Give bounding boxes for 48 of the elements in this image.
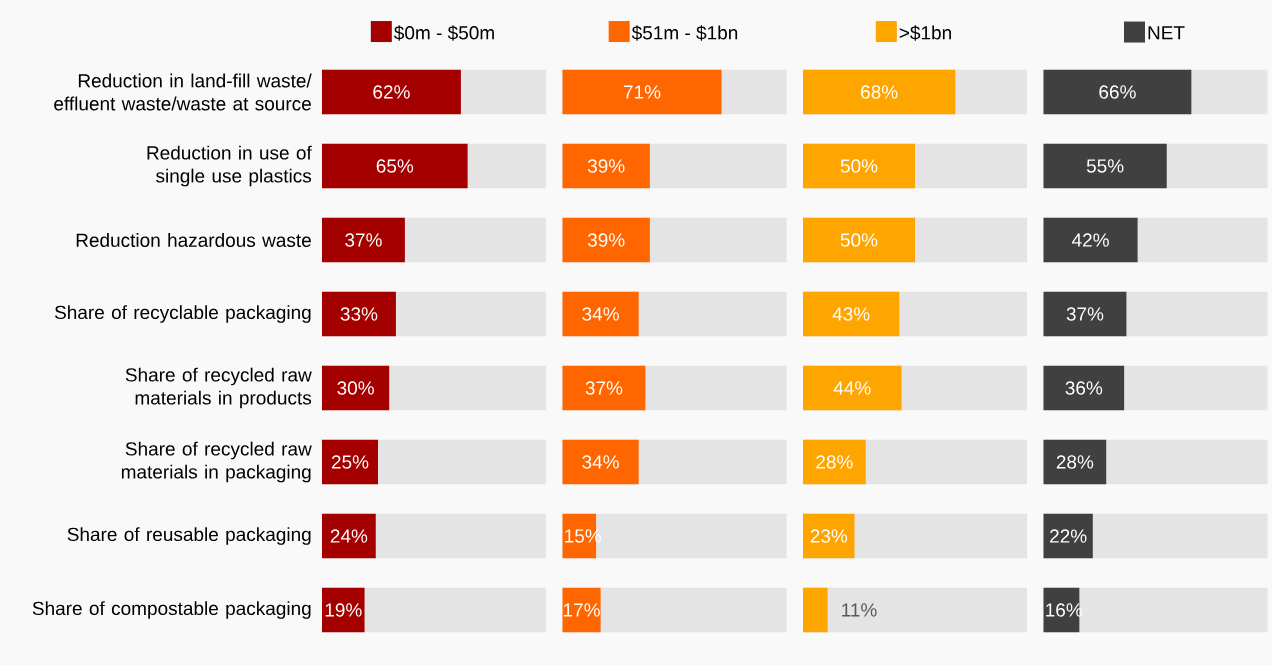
data-label: 24%	[330, 529, 368, 543]
y-tick-label: Share of recycled raw materials in packaging	[121, 441, 312, 483]
data-label: 22%	[1050, 529, 1087, 543]
data-label: 62%	[373, 85, 410, 99]
y-tick-label: Share of recyclable packaging	[54, 305, 311, 323]
data-label: 37%	[1066, 307, 1104, 321]
data-label: 19%	[325, 603, 362, 617]
data-label: 37%	[585, 381, 623, 395]
y-tick-label: Share of compostable packaging	[32, 601, 311, 619]
y-tick-label: Reduction in land-fill waste/ effluent waste/waste at source	[54, 73, 312, 111]
legend-label: NET	[1148, 26, 1185, 40]
legend-label: $51m - $1bn	[631, 25, 738, 41]
data-label: 71%	[623, 85, 661, 99]
data-label: 39%	[587, 159, 625, 173]
data-label: 43%	[832, 307, 870, 321]
data-label: 28%	[816, 455, 853, 469]
data-label: 66%	[1099, 85, 1136, 99]
legend-label: $0m - $50m	[394, 25, 494, 41]
y-tick-label: Share of reusable packaging	[67, 527, 311, 545]
bar	[803, 587, 828, 633]
bar	[1043, 513, 1093, 559]
data-label: 68%	[861, 85, 898, 99]
bar	[562, 587, 601, 633]
y-tick-label: Share of recycled raw materials in products	[125, 367, 312, 409]
data-label: 37%	[345, 233, 382, 247]
data-label: 36%	[1065, 381, 1103, 395]
data-label: 44%	[833, 381, 871, 395]
data-label: 25%	[331, 455, 369, 469]
y-tick-label: Reduction hazardous waste	[76, 233, 311, 247]
data-label: 39%	[587, 233, 625, 247]
data-label: 34%	[582, 455, 619, 469]
data-label: 33%	[340, 307, 378, 321]
data-label: 42%	[1071, 233, 1109, 247]
data-label: 23%	[810, 529, 848, 543]
data-label: 28%	[1056, 455, 1094, 469]
data-label: 17%	[563, 603, 600, 617]
y-tick-label: Reduction in use of single use plastics	[147, 145, 312, 187]
data-label: 50%	[840, 233, 878, 247]
legend-label: >$1bn	[899, 25, 951, 41]
data-label: 11%	[842, 603, 877, 617]
data-label: 30%	[337, 381, 374, 395]
data-label: 55%	[1086, 159, 1124, 173]
bar	[803, 513, 855, 559]
bar	[322, 513, 376, 559]
data-label: 65%	[376, 159, 414, 173]
data-label: 34%	[582, 307, 619, 321]
bar	[322, 587, 365, 633]
data-label: 50%	[840, 159, 878, 173]
